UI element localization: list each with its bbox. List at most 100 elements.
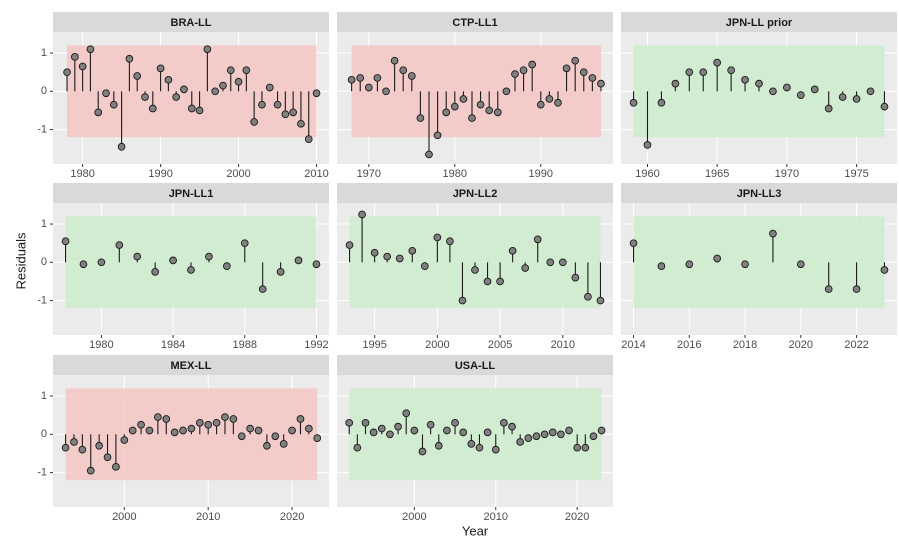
x-tick-label: 2000 (425, 339, 449, 351)
point (219, 81, 227, 90)
point (485, 106, 494, 115)
y-tick-label: -1 (37, 123, 47, 135)
point (162, 415, 171, 423)
point (394, 422, 402, 431)
strip (53, 183, 329, 203)
point (558, 258, 567, 267)
y-tick-label: 1 (41, 47, 47, 59)
point (263, 441, 271, 450)
point (70, 53, 79, 61)
reference-band (633, 45, 885, 138)
x-tick-label: 1995 (362, 339, 386, 351)
x-tick-label: 2022 (844, 339, 868, 351)
point (540, 430, 549, 439)
point (61, 443, 70, 452)
point (137, 420, 145, 429)
point (187, 104, 196, 113)
point (195, 106, 204, 115)
point (242, 66, 251, 75)
point (629, 98, 638, 107)
point (685, 260, 694, 269)
point (390, 56, 399, 65)
point (246, 424, 254, 433)
x-tick-label: 2014 (621, 339, 645, 351)
strip (53, 12, 329, 32)
point (491, 445, 500, 454)
strip (337, 183, 613, 203)
point (141, 93, 149, 101)
point (383, 252, 392, 261)
y-tick-label: 0 (41, 428, 47, 440)
point (258, 285, 267, 293)
x-tick-label: 2010 (304, 168, 328, 180)
x-tick-label: 2020 (565, 511, 589, 523)
point (133, 72, 142, 80)
point (755, 79, 763, 88)
point (796, 260, 805, 269)
point (588, 74, 597, 82)
point (97, 258, 106, 267)
point (420, 262, 429, 270)
point (528, 60, 537, 69)
point (102, 89, 110, 98)
point (313, 434, 322, 442)
point (824, 104, 833, 113)
point (109, 100, 118, 109)
point (434, 441, 443, 450)
point (402, 409, 411, 418)
point (237, 432, 246, 441)
point (483, 277, 492, 286)
point (395, 254, 404, 263)
point (565, 426, 573, 435)
point (271, 432, 280, 441)
point (204, 420, 213, 429)
point (581, 443, 590, 452)
x-tick-label: 1980 (70, 168, 94, 180)
point (741, 260, 749, 269)
point (240, 239, 249, 248)
point (629, 239, 638, 248)
point (536, 100, 545, 109)
point (475, 443, 484, 452)
y-tick-label: -1 (37, 294, 47, 306)
point (250, 118, 259, 126)
point (154, 413, 162, 421)
panel-title: USA-LL (455, 360, 496, 372)
point (226, 66, 235, 75)
point (596, 296, 605, 305)
point (187, 424, 196, 433)
point (442, 108, 451, 117)
point (63, 68, 71, 77)
point (312, 89, 321, 98)
point (496, 277, 504, 286)
point (476, 100, 485, 109)
point (524, 434, 533, 442)
point (741, 75, 749, 84)
point (589, 432, 598, 441)
strip (53, 355, 329, 375)
point (179, 426, 187, 435)
point (369, 428, 378, 437)
point (521, 264, 530, 272)
strip (621, 12, 897, 32)
point (115, 241, 124, 249)
point (852, 285, 861, 293)
point (597, 79, 605, 88)
point (148, 104, 157, 113)
x-tick-label: 1980 (89, 339, 113, 351)
point (70, 438, 78, 446)
point (500, 418, 508, 427)
x-tick-label: 1990 (529, 168, 553, 180)
point (467, 440, 476, 448)
point (810, 85, 819, 94)
point (94, 108, 103, 117)
point (824, 285, 833, 293)
point (95, 441, 103, 450)
y-axis-title: Residuals (13, 232, 28, 290)
point (164, 75, 173, 84)
point (373, 74, 382, 82)
point (212, 418, 221, 427)
point (203, 45, 212, 54)
point (483, 428, 492, 437)
